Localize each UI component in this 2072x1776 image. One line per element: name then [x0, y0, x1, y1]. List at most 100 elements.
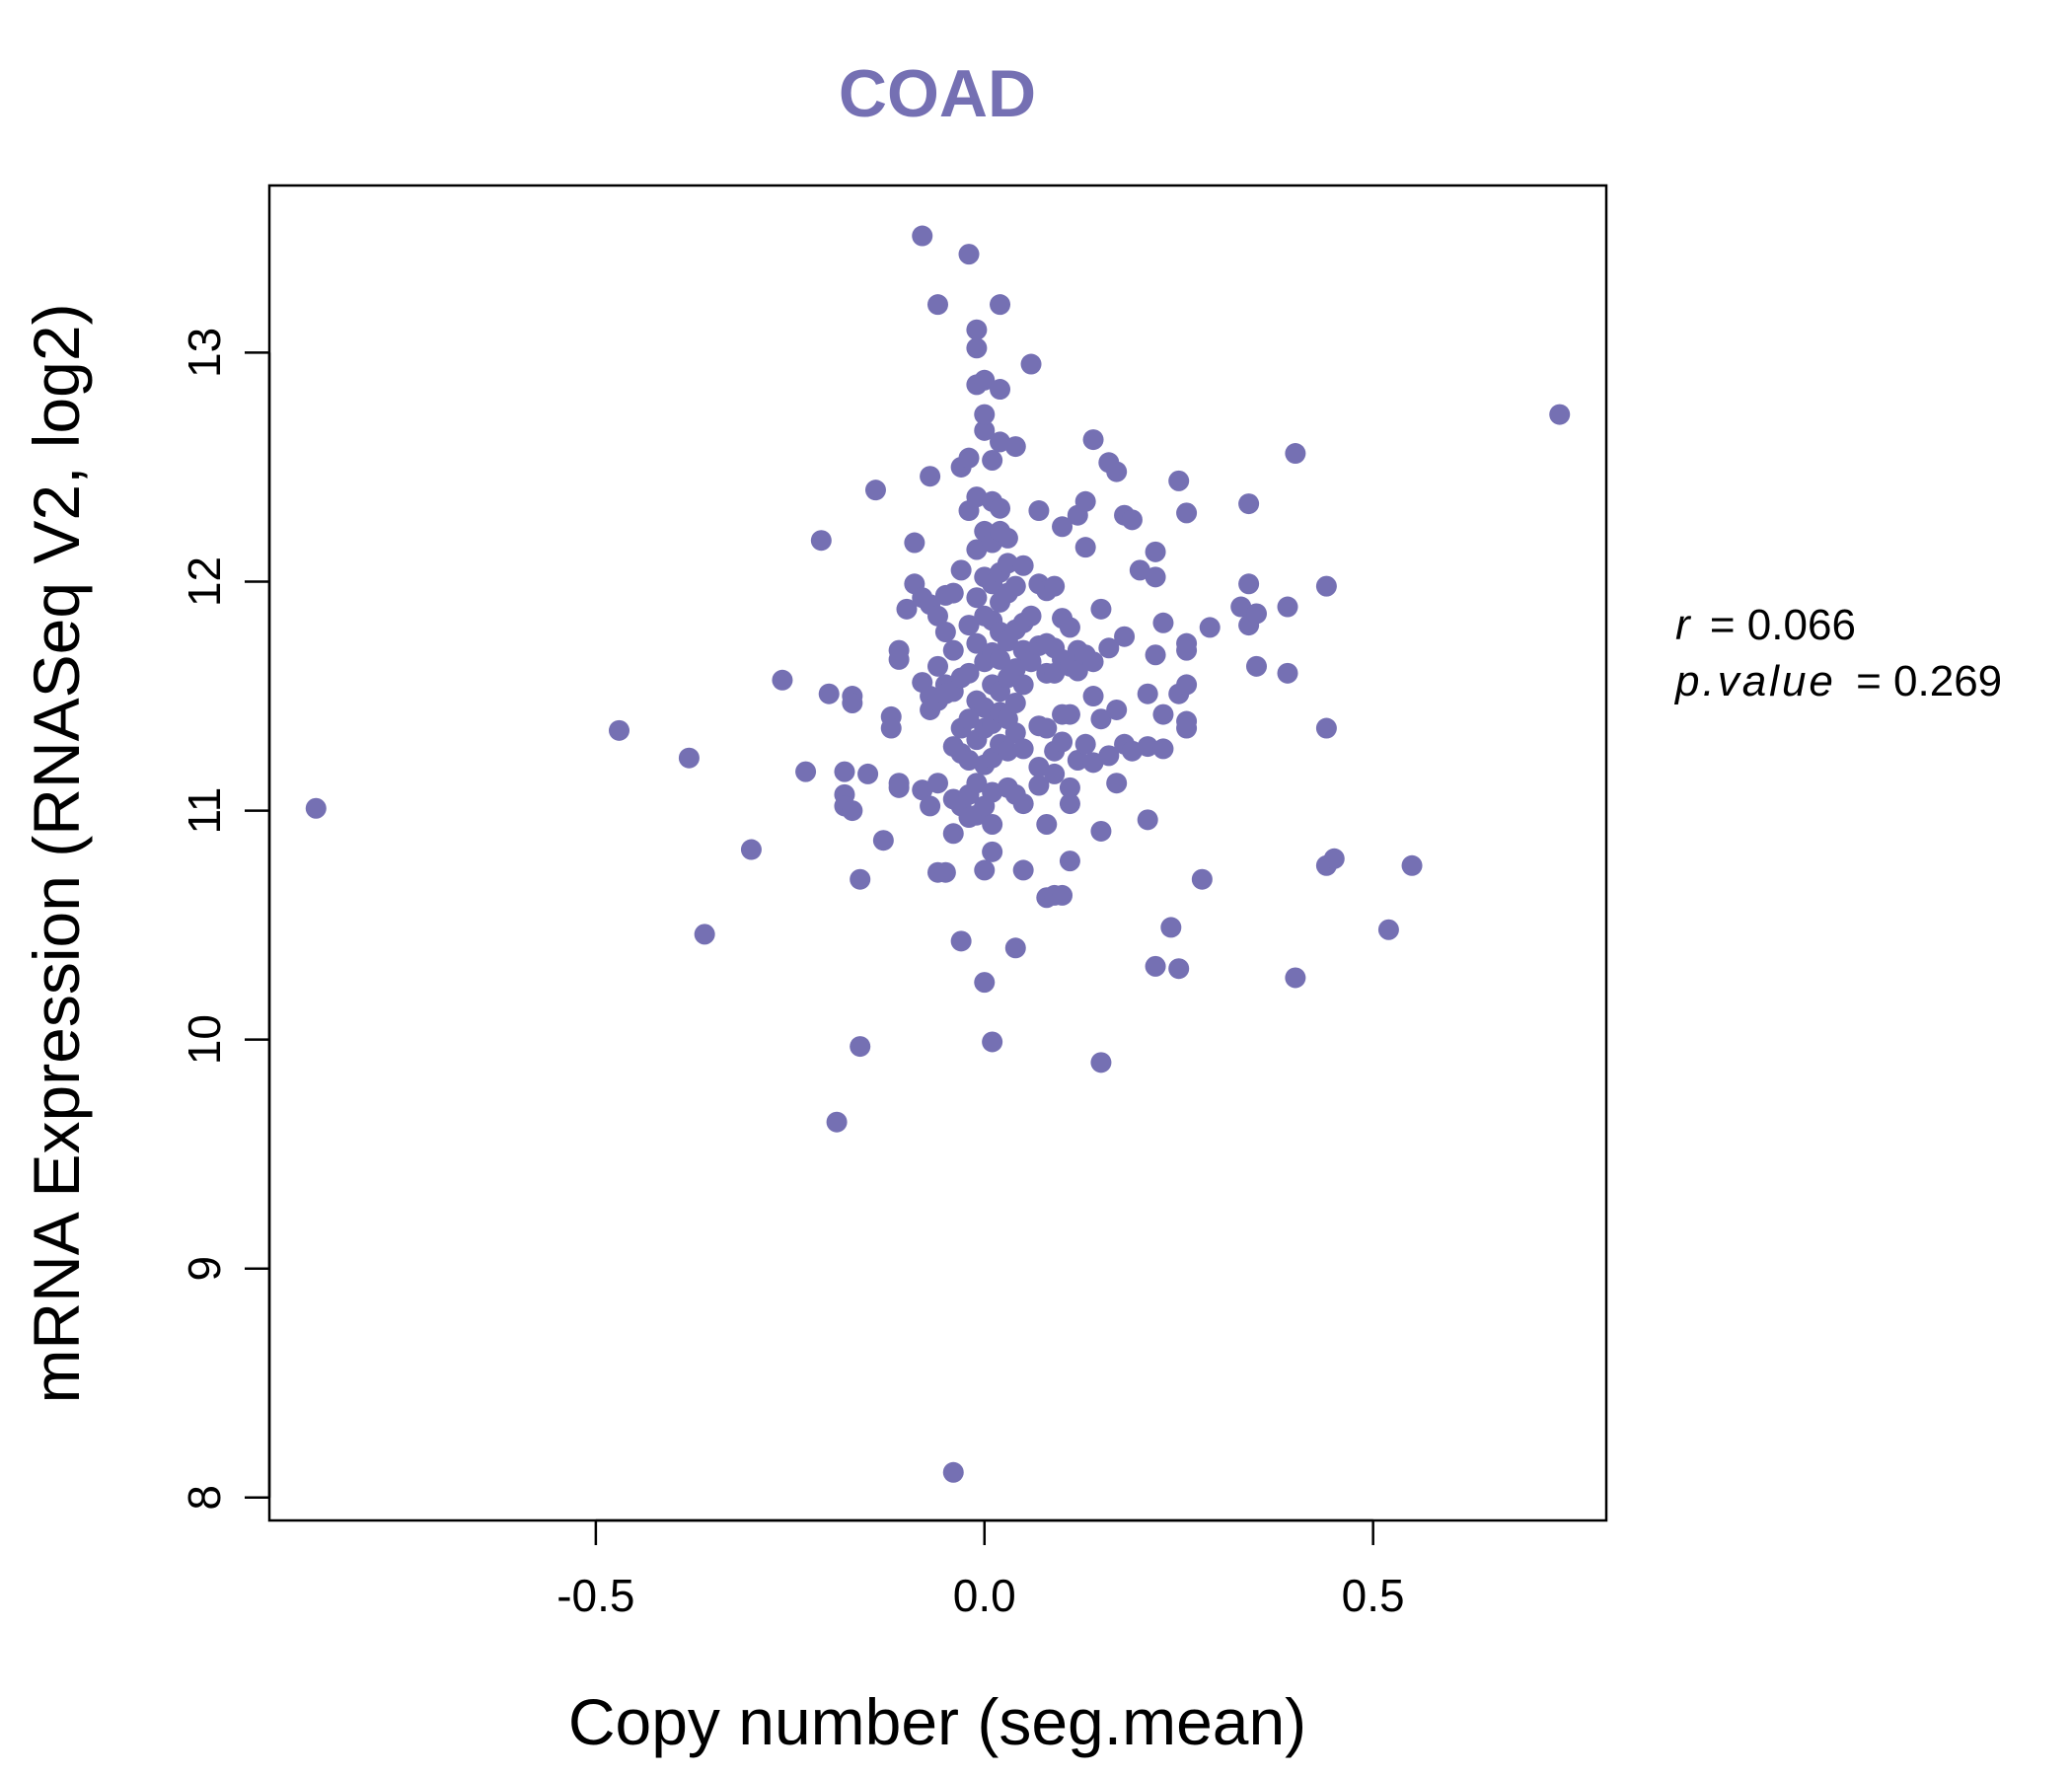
data-point: [888, 777, 910, 798]
data-point: [1036, 717, 1058, 739]
data-point: [678, 747, 700, 769]
data-point: [1004, 692, 1026, 713]
data-point: [896, 598, 918, 620]
data-point: [305, 797, 327, 819]
data-point: [1090, 820, 1112, 842]
data-point: [920, 795, 941, 817]
data-point: [1245, 655, 1267, 677]
data-point: [982, 841, 1003, 862]
data-point: [1176, 717, 1198, 739]
data-point: [927, 773, 948, 794]
data-point: [1059, 617, 1080, 638]
data-point: [958, 662, 980, 684]
data-point: [1176, 502, 1198, 524]
data-point: [834, 761, 855, 782]
data-point: [958, 708, 980, 730]
data-point: [974, 859, 996, 881]
data-point: [990, 294, 1011, 316]
x-tick-label: 0.5: [1342, 1570, 1405, 1621]
correlation-stats: r = 0.066 p.value = 0.269: [1673, 601, 2002, 705]
data-point: [1090, 708, 1112, 730]
r-label: r: [1675, 601, 1692, 649]
data-point: [1020, 605, 1042, 627]
data-point: [818, 683, 840, 704]
data-point: [1152, 612, 1174, 633]
data-point: [1090, 598, 1112, 620]
data-point: [904, 532, 925, 554]
r-value: = 0.066: [1710, 601, 1856, 649]
data-point: [942, 823, 964, 845]
data-point: [1277, 662, 1298, 684]
data-point: [1012, 555, 1034, 576]
data-point: [950, 930, 972, 952]
data-point: [1082, 429, 1104, 451]
data-point: [1059, 703, 1080, 725]
plot-frame: [267, 184, 1608, 1522]
data-point: [997, 527, 1018, 549]
data-point: [1082, 752, 1104, 774]
x-tick-label: 0.0: [953, 1570, 1016, 1621]
data-point: [1106, 461, 1128, 482]
data-point: [1052, 516, 1073, 538]
data-point: [927, 655, 948, 677]
data-point: [1285, 967, 1306, 989]
data-point: [997, 553, 1018, 574]
data-point: [974, 972, 996, 994]
data-point: [888, 648, 910, 670]
data-point: [920, 466, 941, 487]
data-point: [1315, 717, 1337, 739]
data-point: [1028, 500, 1050, 522]
data-point: [1012, 738, 1034, 760]
data-point: [912, 225, 933, 247]
data-point: [982, 781, 1003, 803]
data-point: [1277, 596, 1298, 618]
data-point: [1098, 637, 1120, 659]
data-point: [1145, 566, 1166, 588]
data-point: [1176, 639, 1198, 661]
data-point: [1129, 559, 1150, 581]
data-point: [1168, 470, 1190, 491]
data-point: [609, 719, 630, 741]
data-point: [1114, 626, 1136, 647]
data-point: [795, 761, 817, 782]
data-point: [1004, 436, 1026, 458]
data-point: [912, 779, 933, 801]
y-axis-label: mRNA Expression (RNASeq V2, log2): [20, 303, 93, 1403]
data-point: [1245, 603, 1267, 625]
data-point: [990, 648, 1011, 670]
data-point: [966, 337, 988, 359]
data-point: [934, 622, 956, 643]
data-point: [942, 582, 964, 604]
data-point: [974, 419, 996, 441]
data-point: [974, 369, 996, 391]
data-point: [1074, 490, 1096, 512]
data-point: [1137, 736, 1158, 758]
data-point: [966, 632, 988, 654]
data-point: [942, 1461, 964, 1483]
data-point: [1176, 674, 1198, 696]
x-axis: -0.5 0.0 0.5: [556, 1518, 1405, 1621]
data-point: [1106, 699, 1128, 720]
data-point: [1082, 686, 1104, 707]
data-point: [842, 800, 863, 822]
data-point: [1285, 443, 1306, 465]
data-point: [1052, 884, 1073, 906]
data-point: [810, 530, 832, 552]
data-point: [1020, 651, 1042, 673]
data-point: [1020, 353, 1042, 375]
data-point: [1098, 745, 1120, 767]
data-point: [850, 1036, 871, 1058]
data-point: [694, 924, 715, 945]
data-point: [966, 539, 988, 560]
data-point: [1004, 722, 1026, 744]
data-point: [1230, 596, 1252, 618]
svg-text:r = 0.066: r = 0.066: [1675, 601, 1856, 649]
data-point: [1067, 660, 1088, 682]
data-point: [1137, 809, 1158, 831]
data-point: [1004, 658, 1026, 680]
data-point: [974, 697, 996, 718]
data-point: [1191, 868, 1213, 890]
data-point: [1028, 775, 1050, 796]
data-point: [826, 1111, 848, 1133]
data-point: [966, 773, 988, 794]
